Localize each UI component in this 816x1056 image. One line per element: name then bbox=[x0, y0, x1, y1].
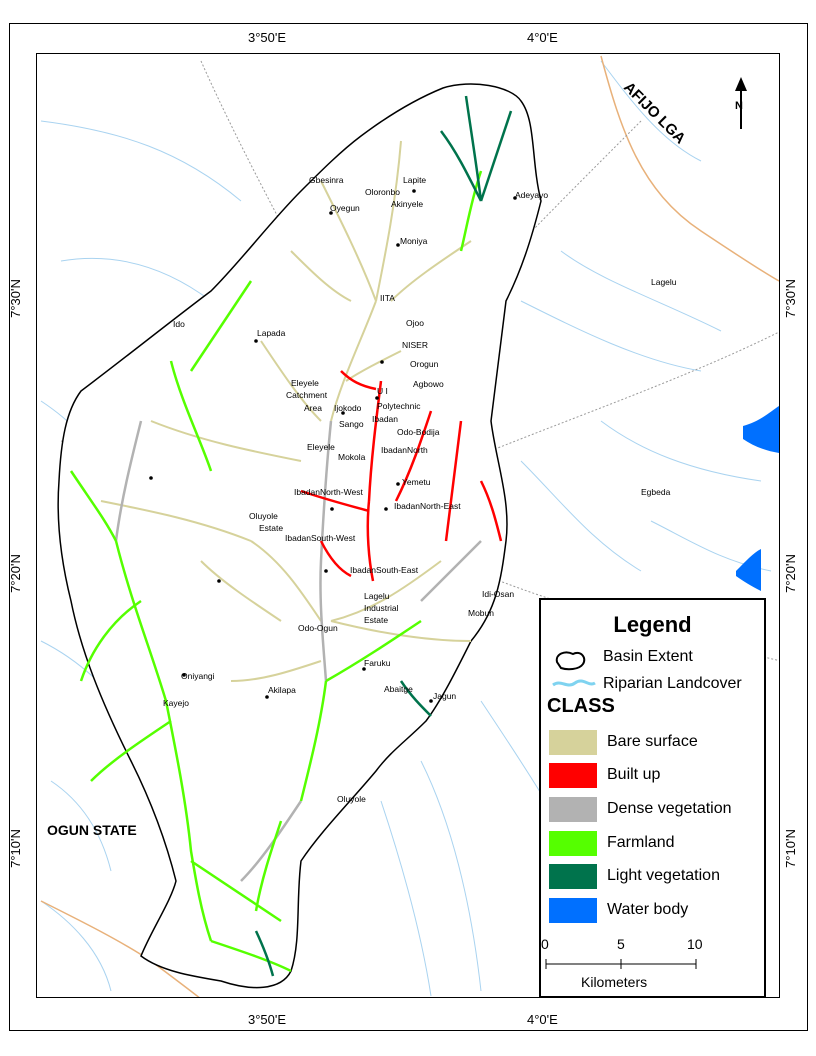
label-bare-surface: Bare surface bbox=[607, 733, 698, 750]
label-built-up: Built up bbox=[607, 766, 661, 783]
left-lat-2: 7°20'N bbox=[7, 554, 23, 593]
place-label: Eleyele bbox=[291, 378, 319, 388]
swatch-dense-vegetation bbox=[549, 797, 597, 822]
scale-bar-line bbox=[545, 959, 697, 969]
place-label: IbadanSouth-West bbox=[285, 533, 356, 543]
place-label: IbadanSouth-East bbox=[350, 565, 419, 575]
place-label: Mokola bbox=[338, 452, 366, 462]
place-label: Sango bbox=[339, 419, 364, 429]
right-lat-1: 7°30'N bbox=[782, 279, 798, 318]
place-label: Oniyangi bbox=[181, 671, 215, 681]
place-label: IITA bbox=[380, 293, 395, 303]
scale-tick-5: 5 bbox=[617, 936, 625, 952]
farmland-streams bbox=[69, 170, 483, 973]
swatch-water-body bbox=[549, 898, 597, 923]
place-labels: Gbesinra Lapite Oloronbo Akinyele Adeyay… bbox=[163, 175, 548, 804]
place-label: U I bbox=[377, 386, 388, 396]
region-label-afijo: AFIJO LGA bbox=[620, 79, 689, 148]
place-label: Idi-Osan bbox=[482, 589, 514, 599]
water-body-southeast bbox=[736, 549, 761, 591]
place-label: Polytechnic bbox=[377, 401, 421, 411]
map-svg: Gbesinra Lapite Oloronbo Akinyele Adeyay… bbox=[40, 55, 779, 997]
bare-surface-streams bbox=[100, 140, 472, 682]
place-label: Area bbox=[304, 403, 322, 413]
place-label: IbadanNorth bbox=[381, 445, 428, 455]
swatch-farmland bbox=[549, 831, 597, 856]
legend-title: Legend bbox=[613, 612, 692, 637]
left-lat-3: 7°10'N bbox=[7, 829, 23, 868]
class-title: CLASS bbox=[547, 695, 615, 717]
swatch-light-vegetation bbox=[549, 864, 597, 889]
place-label: Estate bbox=[259, 523, 283, 533]
place-label: Industrial bbox=[364, 603, 399, 613]
place-label: Gbesinra bbox=[309, 175, 344, 185]
place-label: IbadanNorth-West bbox=[294, 487, 363, 497]
place-label: Adeyayo bbox=[515, 190, 548, 200]
scale-units: Kilometers bbox=[581, 974, 648, 990]
bottom-lon-1: 3°50'E bbox=[248, 1012, 287, 1027]
top-lon-1: 3°50'E bbox=[248, 30, 287, 45]
swatch-built-up bbox=[549, 763, 597, 788]
basin-extent-label: Basin Extent bbox=[603, 648, 693, 665]
place-label: Estate bbox=[364, 615, 388, 625]
place-label: Faruku bbox=[364, 658, 391, 668]
place-label: Ijokodo bbox=[334, 403, 362, 413]
place-label: Yemetu bbox=[402, 477, 431, 487]
place-label: Orogun bbox=[410, 359, 439, 369]
place-label: Lagelu bbox=[364, 591, 390, 601]
region-label-lagelu: Lagelu bbox=[651, 277, 677, 287]
region-label-ido: Ido bbox=[173, 319, 185, 329]
place-label: Oloronbo bbox=[365, 187, 400, 197]
place-label: Catchment bbox=[286, 390, 328, 400]
top-lon-2: 4°0'E bbox=[527, 30, 558, 45]
place-label: Lapada bbox=[257, 328, 286, 338]
left-lat-1: 7°30'N bbox=[7, 279, 23, 318]
place-label: Akilapa bbox=[268, 685, 296, 695]
place-label: Odo-Bodija bbox=[397, 427, 440, 437]
svg-text:N: N bbox=[735, 100, 743, 112]
region-label-egbeda: Egbeda bbox=[641, 487, 671, 497]
riparian-icon bbox=[552, 679, 596, 687]
place-label: Moniya bbox=[400, 236, 428, 246]
bottom-lon-2: 4°0'E bbox=[527, 1012, 558, 1027]
water-body-east bbox=[743, 406, 779, 453]
place-label: Lapite bbox=[403, 175, 426, 185]
place-label: Akinyele bbox=[391, 199, 423, 209]
place-label: NISER bbox=[402, 340, 428, 350]
map-frame bbox=[9, 23, 808, 1031]
place-label: Oluyole bbox=[337, 794, 366, 804]
scale-bar: 0 5 10 Kilometers bbox=[541, 930, 768, 1000]
region-label-ogun: OGUN STATE bbox=[47, 822, 137, 838]
place-label: Agbowo bbox=[413, 379, 444, 389]
label-water-body: Water body bbox=[607, 901, 689, 918]
label-light-vegetation: Light vegetation bbox=[607, 867, 720, 884]
label-farmland: Farmland bbox=[607, 834, 675, 851]
built-up-streams bbox=[300, 370, 503, 582]
legend: Legend Basin Extent Riparian Landcover C… bbox=[539, 598, 766, 998]
place-label: Eleyele bbox=[307, 442, 335, 452]
right-lat-3: 7°10'N bbox=[782, 829, 798, 868]
place-dots bbox=[149, 189, 517, 703]
scale-tick-10: 10 bbox=[687, 936, 703, 952]
place-label: Oyegun bbox=[330, 203, 360, 213]
place-label: Ojoo bbox=[406, 318, 424, 328]
place-label: Jagun bbox=[433, 691, 456, 701]
place-label: Mobun bbox=[468, 608, 494, 618]
place-label: Ibadan bbox=[372, 414, 398, 424]
place-label: IbadanNorth-East bbox=[394, 501, 461, 511]
place-label: Oluyole bbox=[249, 511, 278, 521]
light-vegetation-streams bbox=[254, 95, 513, 977]
swatch-bare-surface bbox=[549, 730, 597, 755]
right-lat-2: 7°20'N bbox=[782, 554, 798, 593]
basin-extent-icon bbox=[555, 651, 586, 671]
place-label: Kayejo bbox=[163, 698, 189, 708]
place-label: Odo-Ogun bbox=[298, 623, 338, 633]
label-dense-vegetation: Dense vegetation bbox=[607, 800, 732, 817]
north-arrow-icon: N bbox=[735, 77, 747, 129]
place-label: Abaitge bbox=[384, 684, 413, 694]
dense-vegetation-streams bbox=[114, 420, 482, 882]
riparian-label: Riparian Landcover bbox=[603, 675, 742, 692]
scale-tick-0: 0 bbox=[541, 936, 549, 952]
